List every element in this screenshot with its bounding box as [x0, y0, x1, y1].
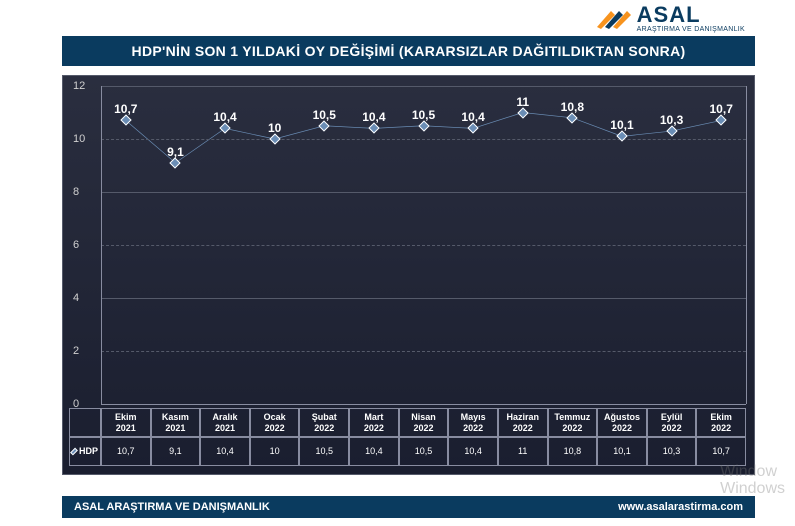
- table-corner: [69, 408, 101, 437]
- table-header: Nisan2022: [399, 408, 449, 437]
- table-cell: 10,7: [101, 437, 151, 466]
- table-cell: 9,1: [151, 437, 201, 466]
- table-header: Ekim2021: [101, 408, 151, 437]
- value-label: 10,1: [610, 118, 633, 132]
- table-header: Eylül2022: [647, 408, 697, 437]
- table-cell: 10,7: [696, 437, 746, 466]
- table-cell: 10,5: [299, 437, 349, 466]
- gridline: [101, 192, 746, 193]
- value-label: 10,5: [313, 108, 336, 122]
- table-cell: 10,4: [448, 437, 498, 466]
- table-cell: 10,8: [548, 437, 598, 466]
- y-axis-label: 2: [73, 345, 79, 357]
- value-label: 10,3: [660, 113, 683, 127]
- gridline: [101, 351, 746, 352]
- footer-right: www.asalarastirma.com: [618, 501, 743, 513]
- watermark: Window Windows: [720, 463, 785, 498]
- table-cell: 11: [498, 437, 548, 466]
- table-cell: 10,4: [200, 437, 250, 466]
- value-label: 10,5: [412, 108, 435, 122]
- value-label: 11: [516, 94, 529, 108]
- table-header: Haziran2022: [498, 408, 548, 437]
- series-label: HDP: [69, 437, 101, 466]
- value-label: 10,7: [710, 102, 733, 116]
- table-cell: 10,4: [349, 437, 399, 466]
- table-cell: 10,3: [647, 437, 697, 466]
- table-header: Şubat2022: [299, 408, 349, 437]
- y-axis-label: 4: [73, 292, 79, 304]
- gridline: [101, 404, 746, 405]
- plot-area: 02468101210,79,110,41010,510,410,510,411…: [101, 86, 746, 404]
- table-header: Aralık2021: [200, 408, 250, 437]
- table-cell: 10: [250, 437, 300, 466]
- axis-line: [746, 86, 747, 404]
- table-header: Mart2022: [349, 408, 399, 437]
- footer-bar: ASAL ARAŞTIRMA VE DANIŞMANLIK www.asalar…: [62, 496, 755, 518]
- axis-line: [101, 86, 102, 404]
- table-header: Ocak2022: [250, 408, 300, 437]
- logo-subtitle: ARAŞTIRMA VE DANIŞMANLIK: [637, 26, 745, 33]
- gridline: [101, 298, 746, 299]
- value-label: 10,4: [362, 110, 385, 124]
- footer-left: ASAL ARAŞTIRMA VE DANIŞMANLIK: [74, 501, 270, 513]
- chart-container: 02468101210,79,110,41010,510,410,510,411…: [62, 75, 755, 475]
- value-label: 10,7: [114, 102, 137, 116]
- chart-title: HDP'NİN SON 1 YILDAKİ OY DEĞİŞİMİ (KARAR…: [62, 36, 755, 66]
- table-header: Mayıs2022: [448, 408, 498, 437]
- y-axis-label: 10: [73, 133, 85, 145]
- logo: ASAL ARAŞTIRMA VE DANIŞMANLIK: [595, 4, 745, 33]
- value-label: 10: [268, 121, 281, 135]
- logo-text: ASAL: [637, 4, 745, 26]
- gridline: [101, 139, 746, 140]
- table-header: Ağustos2022: [597, 408, 647, 437]
- table-cell: 10,5: [399, 437, 449, 466]
- value-label: 10,8: [561, 100, 584, 114]
- value-label: 10,4: [213, 110, 236, 124]
- y-axis-label: 12: [73, 80, 85, 92]
- y-axis-label: 8: [73, 186, 79, 198]
- gridline: [101, 245, 746, 246]
- logo-icon: [595, 7, 631, 31]
- table-header: Temmuz2022: [548, 408, 598, 437]
- y-axis-label: 6: [73, 239, 79, 251]
- table-header: Kasım2021: [151, 408, 201, 437]
- value-label: 9,1: [167, 145, 184, 159]
- table-cell: 10,1: [597, 437, 647, 466]
- gridline: [101, 86, 746, 87]
- table-header: Ekim2022: [696, 408, 746, 437]
- data-table: Ekim2021Kasım2021Aralık2021Ocak2022Şubat…: [69, 408, 746, 466]
- value-label: 10,4: [461, 110, 484, 124]
